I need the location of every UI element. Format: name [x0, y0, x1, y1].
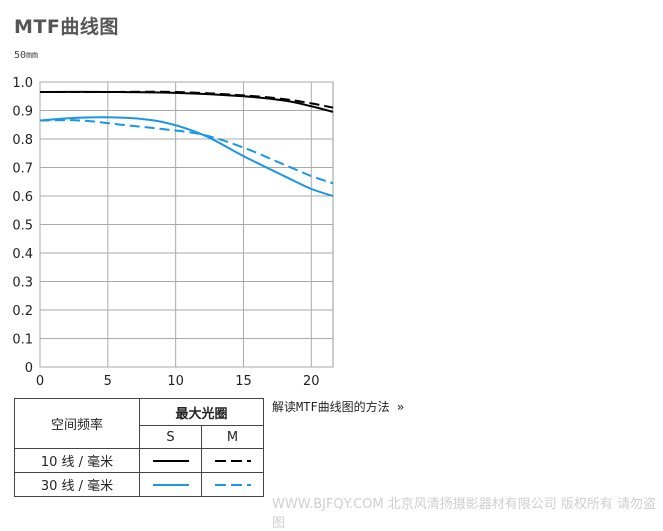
mtf-chart: 0 0.1 0.2 0.3 0.4 0.5 0.6 0.7 0.8 0.9 1.0 0 5 10 15 20	[12, 76, 334, 389]
x-tick-label: 5	[104, 374, 112, 389]
sagittal-header: S	[139, 425, 202, 449]
max-aperture-header: 最大光圈	[139, 398, 264, 426]
row-10lpm-label: 10 线 / 毫米	[14, 448, 140, 473]
chart-subtitle: 50mm	[14, 50, 39, 61]
row-30lpm-meridional-swatch	[201, 472, 264, 497]
y-tick-label: 0.8	[12, 133, 33, 148]
howto-read-mtf-link[interactable]: 解读MTF曲线图的方法 »	[272, 400, 405, 414]
y-tick-label: 0.3	[12, 276, 33, 291]
row-10lpm-meridional-swatch	[201, 448, 264, 473]
y-tick-label: 0.1	[12, 333, 33, 348]
x-tick-label: 0	[36, 374, 44, 389]
legend-table: 空间频率 最大光圈 S M 10 线 / 毫米 30 线 / 毫米	[14, 398, 264, 497]
y-tick-label: 0.9	[12, 105, 33, 120]
series-10lpm-sagittal	[39, 90, 334, 113]
spatial-frequency-header: 空间频率	[14, 398, 140, 449]
x-tick-label: 15	[235, 374, 252, 389]
row-30lpm-label: 30 线 / 毫米	[14, 472, 140, 497]
y-tick-label: 0.4	[12, 247, 33, 262]
x-tick-label: 20	[303, 374, 320, 389]
watermark-text: WWW.BJFQY.COM 北京风清扬摄影器材有限公司 版权所有 请勿盗图	[272, 497, 657, 531]
series-10lpm-meridional	[39, 90, 334, 109]
y-tick-label: 0.6	[12, 190, 33, 205]
y-tick-label: 0.7	[12, 162, 33, 177]
y-tick-label: 1.0	[12, 76, 33, 91]
series-30lpm-sagittal	[39, 116, 334, 197]
y-tick-label: 0.2	[12, 304, 33, 319]
chart-title: MTF曲线图	[14, 16, 119, 38]
y-tick-label: 0.5	[12, 219, 33, 234]
series-30lpm-meridional	[39, 119, 334, 185]
row-30lpm-sagittal-swatch	[139, 472, 202, 497]
x-tick-label: 10	[167, 374, 184, 389]
y-tick-label: 0	[25, 361, 33, 376]
row-10lpm-sagittal-swatch	[139, 448, 202, 473]
meridional-header: M	[201, 425, 264, 449]
